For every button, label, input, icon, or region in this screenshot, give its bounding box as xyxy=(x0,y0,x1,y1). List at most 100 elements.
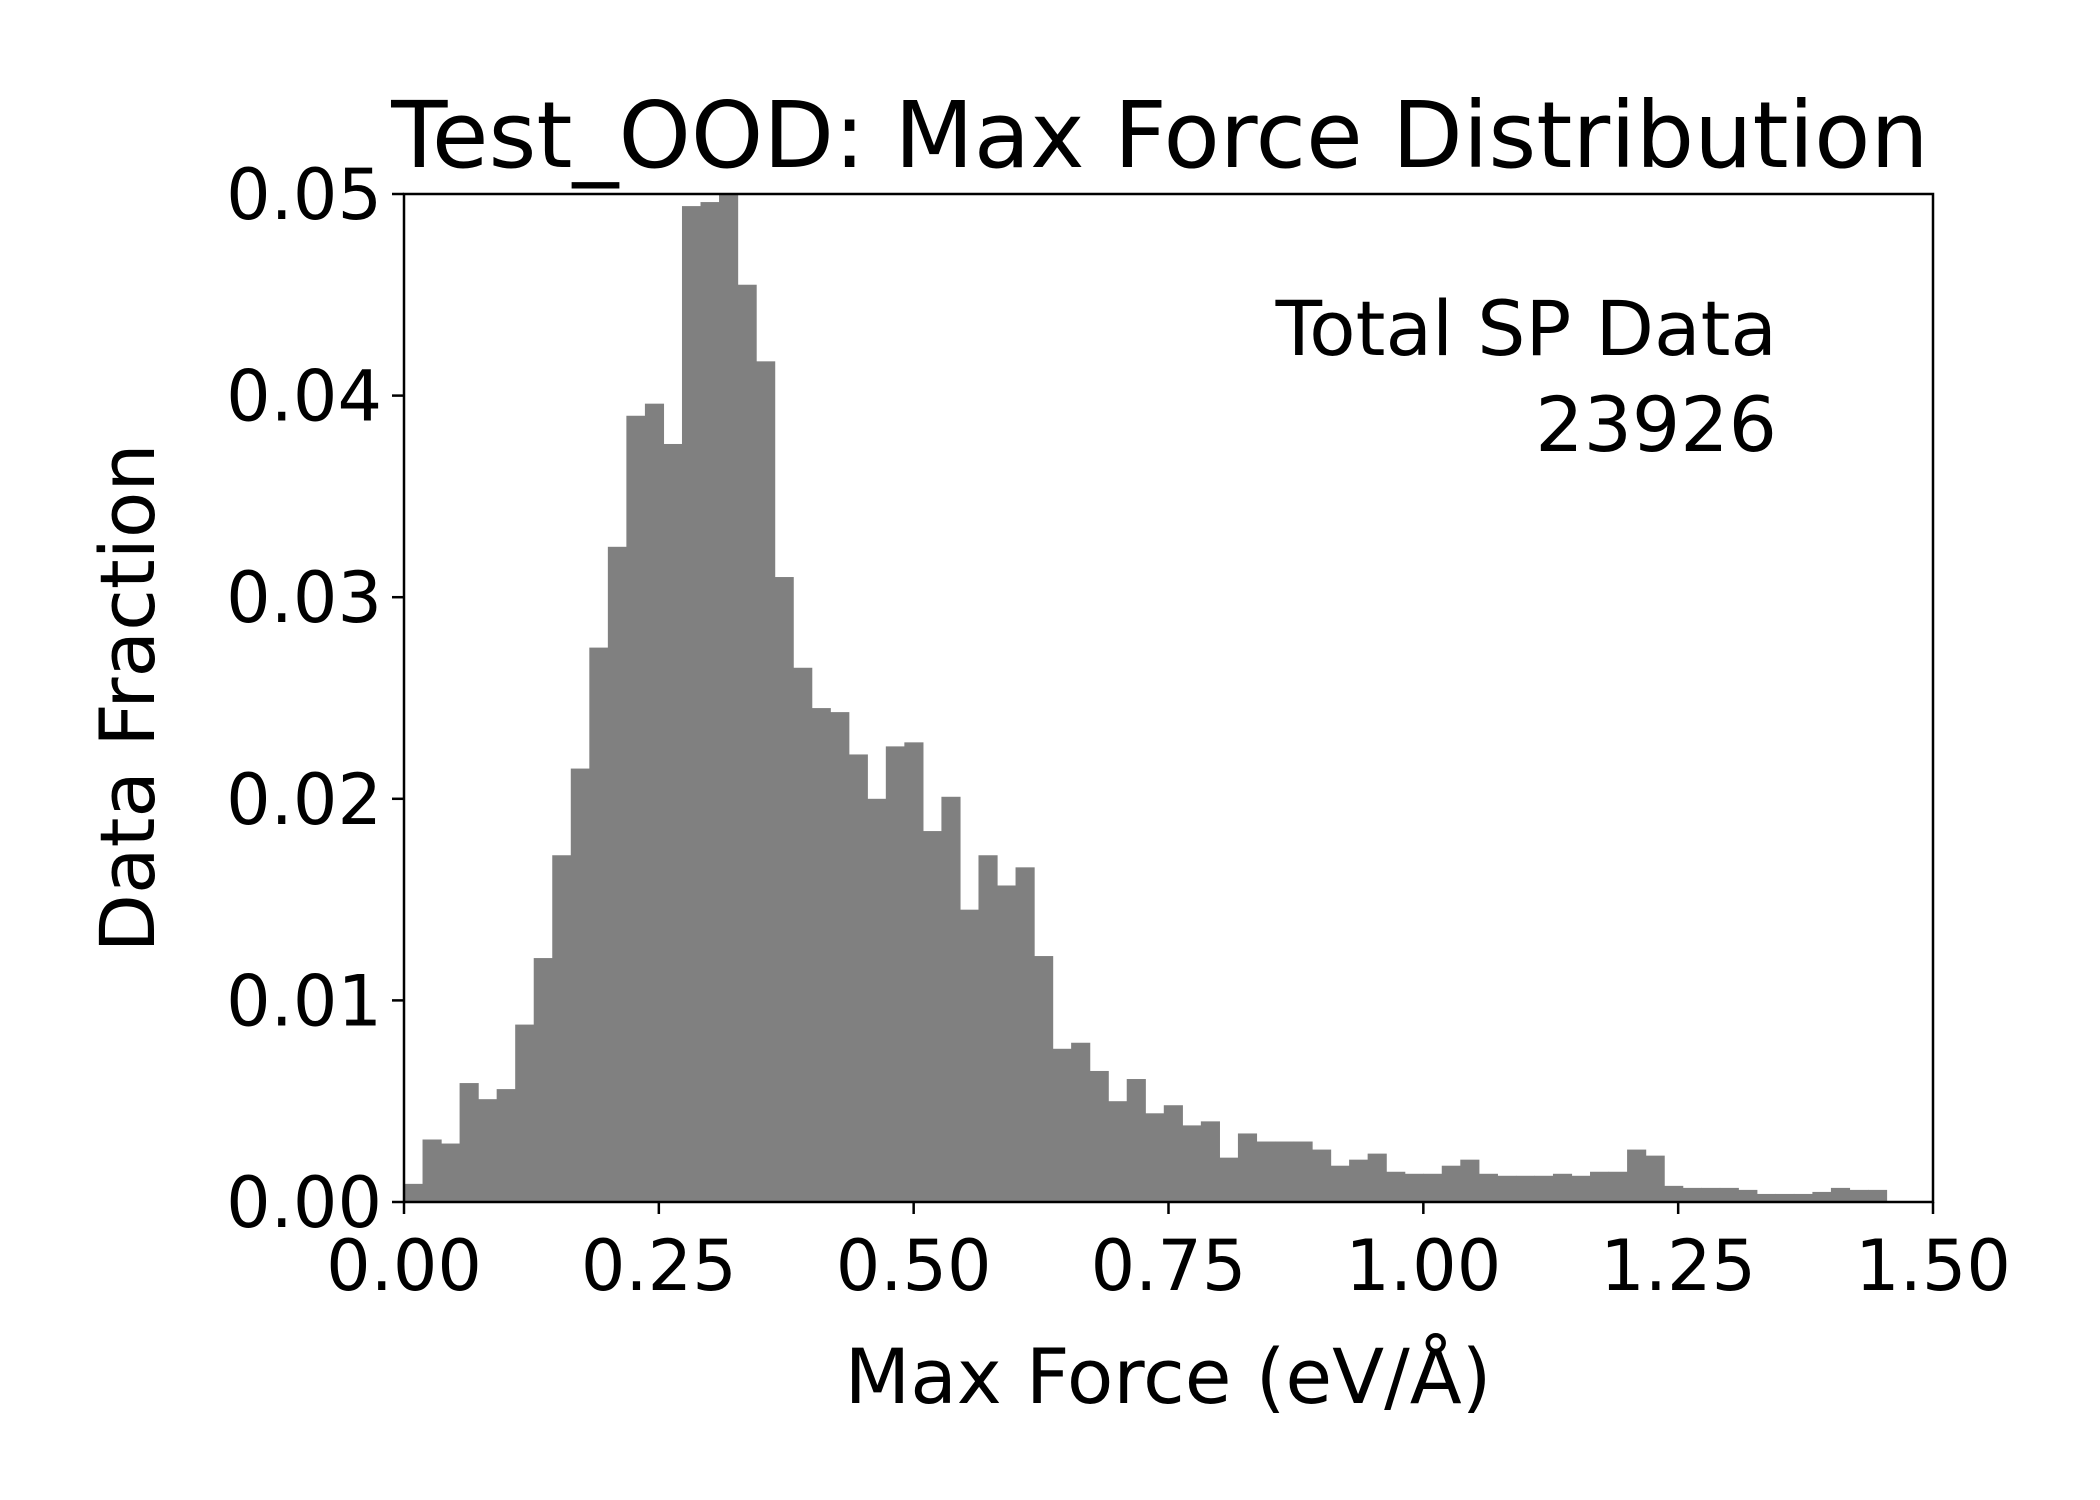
histogram-bar xyxy=(1367,1153,1387,1202)
histogram-bar xyxy=(478,1099,498,1202)
histogram-bar xyxy=(607,546,627,1202)
histogram-bar xyxy=(1015,867,1035,1202)
histogram-bar xyxy=(1478,1173,1498,1202)
histogram-bar xyxy=(1793,1193,1813,1202)
histogram-bar xyxy=(1126,1079,1146,1202)
histogram-bar xyxy=(1664,1185,1684,1202)
histogram-bar xyxy=(515,1024,535,1202)
histogram-bar xyxy=(1293,1141,1313,1202)
histogram-bar xyxy=(1590,1171,1610,1202)
x-tick-label: 0.00 xyxy=(326,1225,482,1307)
histogram-bar xyxy=(626,415,646,1202)
annotation-value: 23926 xyxy=(1535,380,1777,469)
histogram-bar xyxy=(1330,1165,1350,1202)
histogram-bar xyxy=(441,1143,461,1202)
histogram-bar xyxy=(737,284,757,1203)
histogram-bar xyxy=(904,742,924,1202)
histogram-bar xyxy=(1775,1193,1795,1202)
histogram-bar xyxy=(1200,1121,1220,1202)
histogram-bar xyxy=(644,403,665,1202)
histogram-bar xyxy=(1867,1189,1888,1202)
y-axis-label: Data Fraction xyxy=(83,444,172,953)
histogram-bar xyxy=(1034,956,1054,1202)
histogram-bar xyxy=(1312,1149,1332,1202)
histogram-bar xyxy=(459,1083,479,1202)
x-tick-label: 0.75 xyxy=(1091,1225,1247,1307)
histogram-bar xyxy=(1608,1171,1628,1202)
histogram-bar xyxy=(1145,1113,1165,1202)
histogram-bar xyxy=(1386,1171,1406,1202)
y-tick-label: 0.04 xyxy=(226,356,382,438)
histogram-bar xyxy=(1849,1189,1869,1202)
y-tick-label: 0.02 xyxy=(226,759,382,841)
histogram-bar xyxy=(1497,1175,1517,1202)
x-axis-label: Max Force (eV/Å) xyxy=(845,1332,1492,1421)
y-tick-label: 0.00 xyxy=(226,1162,382,1244)
histogram-bar xyxy=(1071,1042,1091,1202)
bars-group xyxy=(404,194,1888,1203)
histogram-bar xyxy=(1515,1175,1536,1202)
histogram-bar xyxy=(719,194,739,1202)
histogram-bar xyxy=(1830,1187,1851,1202)
annotation-label: Total SP Data xyxy=(1275,284,1777,373)
histogram-bar xyxy=(1404,1173,1424,1202)
histogram-bar xyxy=(1274,1141,1295,1202)
histogram-bar xyxy=(997,885,1017,1202)
histogram-bar xyxy=(1701,1187,1721,1202)
histogram-bar xyxy=(404,1183,424,1202)
histogram-bar xyxy=(978,855,998,1202)
axis-ticks: 0.00 0.25 0.50 0.75 1.00 1.25 1.50 0.00 0.01 0.02… xyxy=(226,154,2011,1307)
y-tick-label: 0.03 xyxy=(226,557,382,639)
histogram-bar xyxy=(1052,1048,1072,1202)
histogram-bar xyxy=(1237,1133,1258,1202)
histogram-bar xyxy=(1349,1159,1369,1202)
histogram-bar xyxy=(422,1139,442,1202)
histogram-bar xyxy=(1627,1149,1647,1202)
y-tick-label: 0.01 xyxy=(226,960,382,1042)
histogram-bar xyxy=(1219,1157,1239,1202)
histogram-bar xyxy=(1460,1159,1480,1202)
histogram-bar xyxy=(1108,1101,1128,1202)
x-tick-label: 0.25 xyxy=(581,1225,737,1307)
y-tick-label: 0.05 xyxy=(226,154,382,236)
x-tick-label: 1.50 xyxy=(1855,1225,2011,1307)
histogram-bar xyxy=(533,958,553,1202)
x-tick-label: 0.50 xyxy=(836,1225,992,1307)
histogram-bar xyxy=(941,796,961,1202)
histogram-bar xyxy=(589,647,609,1202)
histogram-bar xyxy=(570,768,590,1202)
histogram-bar xyxy=(1571,1175,1591,1202)
histogram-bar xyxy=(793,667,813,1202)
histogram-bar xyxy=(700,202,720,1202)
histogram-bar xyxy=(1552,1173,1573,1202)
histogram-bar xyxy=(867,798,887,1202)
histogram-bar xyxy=(1719,1187,1739,1202)
histogram-bar xyxy=(1163,1105,1183,1202)
histogram-bar xyxy=(848,754,868,1202)
x-tick-label: 1.00 xyxy=(1345,1225,1501,1307)
histogram-bar xyxy=(1682,1187,1702,1202)
histogram-bar xyxy=(1441,1165,1461,1202)
histogram-bar xyxy=(1089,1070,1109,1202)
histogram-bar xyxy=(1256,1141,1276,1202)
chart-title: Test_OOD: Max Force Distribution xyxy=(390,82,1928,189)
histogram-bar xyxy=(774,577,794,1202)
histogram-bar xyxy=(1182,1125,1202,1202)
histogram-bar xyxy=(756,361,776,1203)
histogram-bar xyxy=(1534,1175,1554,1202)
histogram-bar xyxy=(681,206,702,1203)
histogram-bar xyxy=(922,831,943,1202)
x-tick-label: 1.25 xyxy=(1600,1225,1756,1307)
histogram-bar xyxy=(1738,1189,1758,1202)
histogram-bar xyxy=(830,712,850,1202)
histogram-bar xyxy=(959,909,980,1202)
histogram-bar xyxy=(885,746,905,1202)
histogram-bar xyxy=(1645,1155,1665,1202)
histogram-bar xyxy=(1423,1173,1443,1202)
histogram-bar xyxy=(496,1089,516,1202)
histogram-bar xyxy=(663,443,683,1203)
histogram-bar xyxy=(552,855,572,1202)
histogram-bar xyxy=(811,708,831,1202)
histogram-bar xyxy=(1756,1193,1776,1202)
